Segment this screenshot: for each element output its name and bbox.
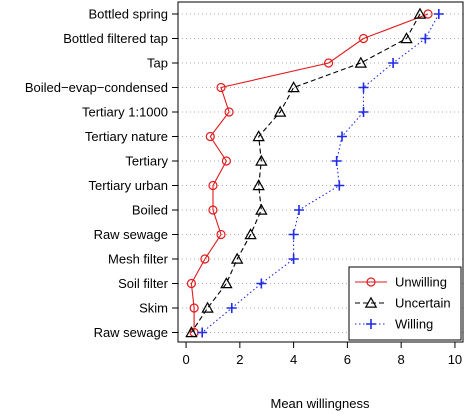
data-point-uncertain [255,203,268,215]
x-tick-label: 4 [290,352,297,367]
y-axis: Bottled spring Bottled filtered tap Tap Boi… [25,7,178,340]
y-tick-label: Tertiary urban [89,178,168,193]
data-point-unwilling [221,156,231,166]
data-point-uncertain [230,252,244,264]
data-point-unwilling [423,9,433,19]
data-point-uncertain [273,105,287,117]
data-point-willing [197,327,208,338]
legend-marker-willing [366,319,376,329]
data-point-unwilling [205,131,215,142]
y-tick-label: Bottled spring [89,7,169,22]
x-tick-label: 8 [398,352,405,367]
data-point-willing [358,107,369,117]
x-tick-label: 6 [344,352,351,367]
x-tick-label: 0 [182,352,189,367]
y-tick-label: Tap [147,56,168,71]
data-point-uncertain [354,56,368,68]
data-point-willing [433,9,444,19]
y-tick-label: Tertiary nature [85,129,168,144]
data-point-willing [337,131,348,142]
data-point-uncertain [244,228,257,240]
y-tick-label: Boiled−evap−condensed [25,80,168,95]
data-point-unwilling [358,33,369,44]
data-point-uncertain [220,277,233,289]
y-tick-label: Raw sewage [94,227,168,242]
x-axis: 0 2 4 6 8 10 [182,341,462,367]
data-point-willing [358,82,369,93]
legend-label: Willing [395,317,433,332]
y-tick-label: Raw sewage [94,325,168,340]
legend: Unwilling Uncertain Willing [348,266,462,341]
y-tick-label: Boiled [132,203,168,218]
data-point-willing [334,180,345,191]
x-axis-title: Mean willingness [271,396,370,411]
y-tick-label: Soil filter [118,276,169,291]
y-tick-label: Tertiary 1:1000 [82,105,168,120]
data-point-unwilling [208,180,218,191]
legend-marker-unwilling [366,277,376,287]
legend-label: Uncertain [395,296,451,311]
data-point-unwilling [186,278,197,289]
x-tick-label: 2 [236,352,243,367]
data-point-uncertain [255,154,268,166]
data-point-willing [256,278,267,289]
series-line-uncertain [190,13,421,333]
data-point-willing [226,303,237,313]
data-point-willing [288,229,299,240]
series-group [185,7,444,338]
data-point-willing [288,254,299,264]
data-point-willing [293,205,304,215]
x-tick-label: 10 [448,352,462,367]
data-point-willing [331,156,342,166]
y-tick-label: Tertiary [125,154,168,169]
data-point-unwilling [216,229,226,240]
series-line-unwilling [190,13,429,333]
data-point-uncertain [400,32,413,44]
legend-marker-uncertain [364,296,378,308]
data-point-willing [388,58,399,68]
data-point-unwilling [208,205,218,215]
y-tick-label: Mesh filter [108,252,169,267]
data-point-uncertain [413,7,427,19]
data-point-uncertain [287,81,300,93]
data-point-unwilling [216,82,226,93]
data-point-uncertain [185,326,198,338]
y-tick-label: Bottled filtered tap [63,31,168,46]
series-line-willing [201,13,440,333]
data-point-willing [420,33,431,44]
data-point-uncertain [252,130,265,142]
data-point-unwilling [323,58,334,68]
data-point-unwilling [189,303,199,313]
y-tick-label: Skim [139,301,168,316]
data-point-unwilling [200,254,210,264]
data-point-unwilling [224,107,234,117]
legend-label: Unwilling [395,275,447,290]
data-point-uncertain [201,301,214,313]
data-point-uncertain [252,179,265,191]
